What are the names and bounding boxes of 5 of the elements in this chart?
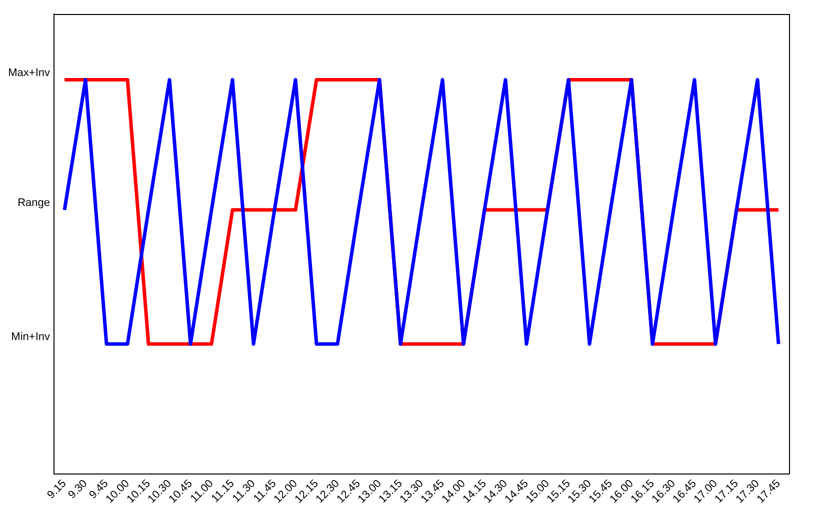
text: Range	[18, 196, 50, 209]
x-tick-label: 9.30	[66, 478, 90, 502]
x-tick-label: 9.15	[45, 478, 69, 502]
text: Min+Inv	[11, 331, 50, 344]
text: Max+Inv	[8, 66, 50, 79]
